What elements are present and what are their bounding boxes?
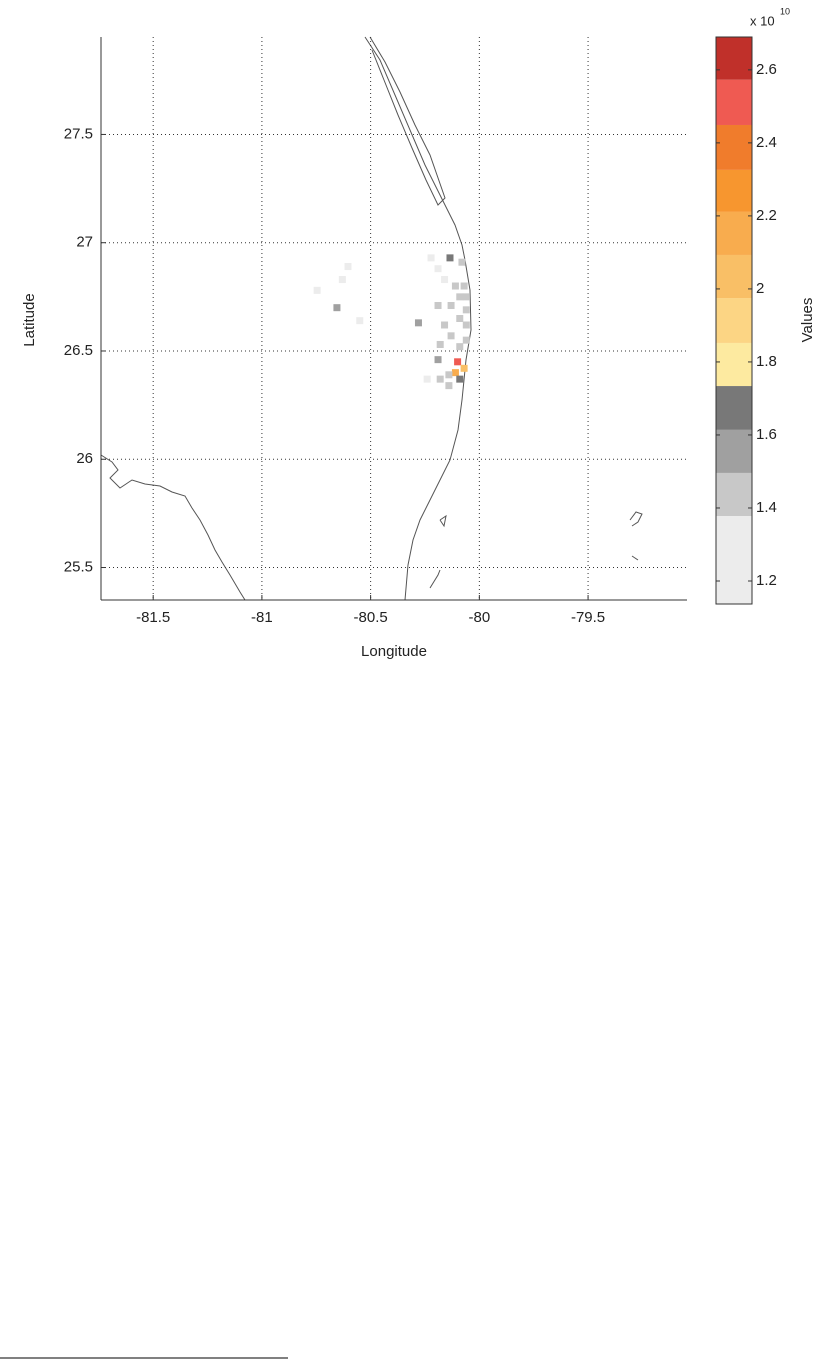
colorbar-band — [716, 169, 752, 212]
cell — [460, 364, 468, 372]
colorbar-band — [716, 79, 752, 125]
cell — [462, 336, 470, 344]
cell — [454, 358, 462, 366]
y-tick-label: 25.5 — [64, 558, 93, 575]
cell — [427, 254, 435, 262]
colorbar-tick-label: 1.8 — [756, 353, 777, 370]
colorbar-tick-label: 2.4 — [756, 134, 777, 151]
colorbar-band — [716, 211, 752, 255]
x-tick-label: -80 — [469, 609, 491, 626]
cell — [414, 319, 422, 327]
y-tick-label: 26.5 — [64, 342, 93, 359]
colorbar-tick-label: 2 — [756, 280, 764, 297]
cell — [446, 254, 454, 262]
cell — [451, 369, 459, 377]
y-tick-label: 26 — [76, 450, 93, 467]
cell — [456, 315, 464, 322]
colorbar-label: Values — [799, 298, 816, 343]
cell — [458, 258, 466, 266]
cell — [445, 371, 453, 379]
x-tick-label: -79.5 — [571, 609, 605, 626]
cell — [333, 304, 341, 312]
coastline — [100, 36, 643, 601]
colorbar-band — [716, 37, 752, 80]
cell — [460, 282, 468, 290]
colorbar-tick-label: 2.6 — [756, 61, 777, 78]
cell — [447, 332, 455, 340]
cell — [456, 343, 464, 351]
colorbar-band — [716, 472, 752, 517]
colorbar-band — [716, 429, 752, 473]
cell — [451, 282, 459, 290]
cell — [313, 286, 321, 294]
cell — [338, 276, 346, 284]
cell — [445, 382, 453, 390]
cell — [447, 302, 455, 310]
x-tick-label: -81.5 — [136, 609, 170, 626]
colorbar-tick-label: 1.4 — [756, 499, 777, 516]
cell — [462, 293, 470, 301]
colorbar-multiplier: x 10 — [750, 13, 775, 28]
cell — [434, 356, 442, 364]
x-axis-label: Longitude — [361, 643, 427, 660]
colorbar-band — [716, 254, 752, 299]
cell — [462, 321, 470, 329]
cell — [441, 276, 449, 284]
cell — [436, 375, 444, 383]
cell — [423, 375, 431, 383]
x-tick-label: -80.5 — [354, 609, 388, 626]
colorbar-band — [716, 342, 752, 387]
y-axis-label: Latitude — [21, 293, 38, 346]
cell — [441, 321, 449, 329]
colorbar-tick-label: 1.6 — [756, 426, 777, 443]
y-tick-label: 27 — [76, 234, 93, 251]
colorbar-tick-label: 2.2 — [756, 207, 777, 224]
colorbar-band — [716, 516, 752, 604]
x-tick-label: -81 — [251, 609, 273, 626]
colorbar-frame — [715, 36, 753, 605]
colorbar-band — [716, 386, 752, 430]
colorbar-band — [716, 298, 752, 343]
cell — [434, 265, 442, 273]
cell — [456, 375, 464, 383]
y-tick-label: 27.5 — [64, 125, 93, 142]
cell — [344, 263, 352, 271]
colorbar-tick-label: 1.2 — [756, 572, 777, 589]
colorbar-exponent: 10 — [780, 6, 790, 16]
cell — [434, 302, 442, 310]
cell — [462, 306, 470, 314]
cell — [436, 340, 444, 348]
cell — [356, 317, 364, 325]
cell — [456, 293, 464, 301]
colorbar-band — [716, 124, 752, 170]
